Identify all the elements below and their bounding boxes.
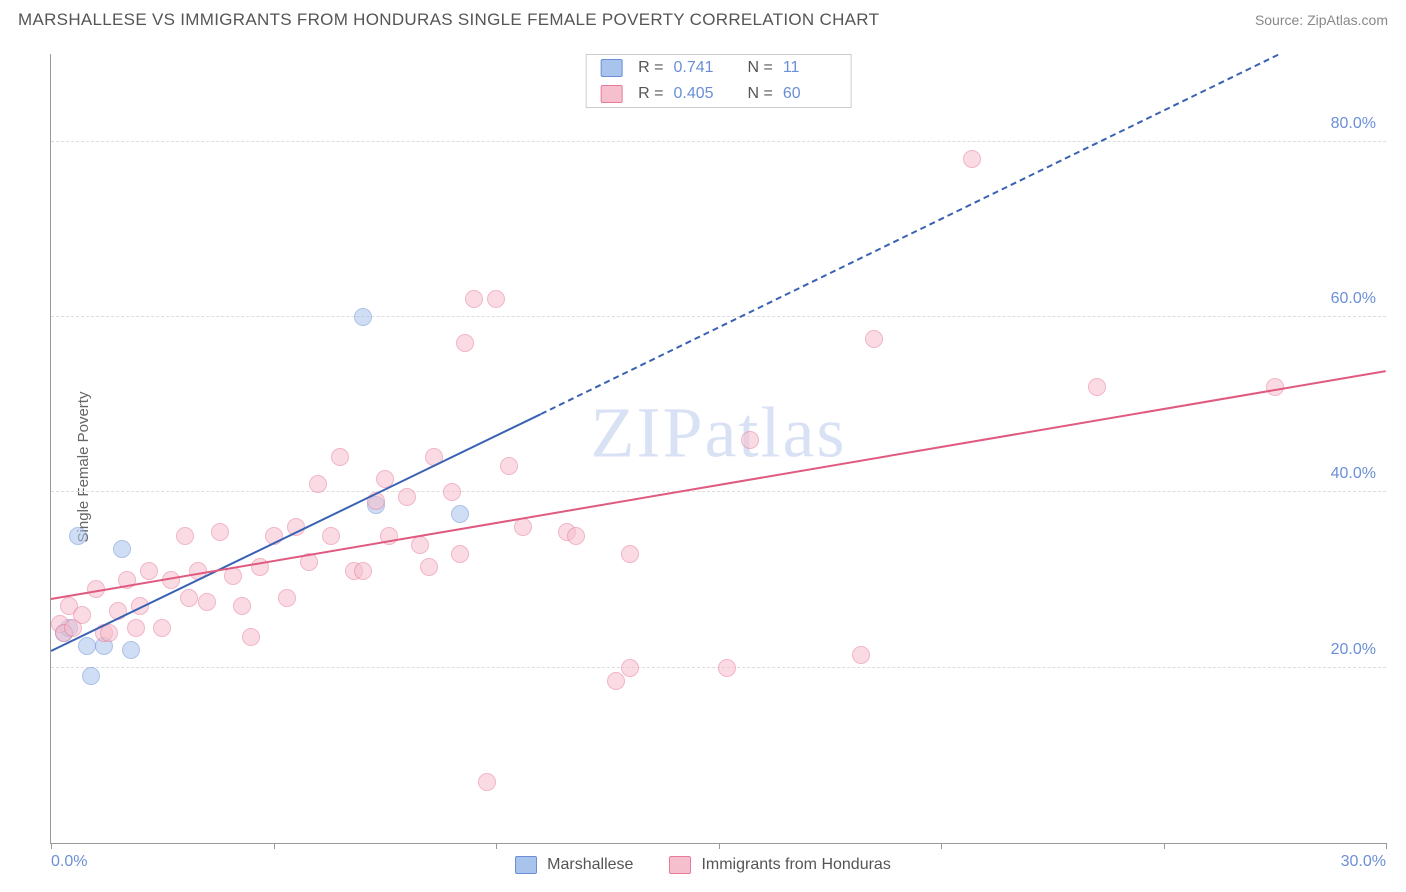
data-point <box>514 518 532 536</box>
n-label: N = <box>748 85 773 103</box>
data-point <box>242 628 260 646</box>
r-value: 0.741 <box>674 59 728 77</box>
gridline <box>51 491 1386 492</box>
data-point <box>113 540 131 558</box>
data-point <box>78 637 96 655</box>
data-point <box>500 457 518 475</box>
data-point <box>331 448 349 466</box>
data-point <box>443 483 461 501</box>
legend-stats-box: R = 0.741 N = 11 R = 0.405 N = 60 <box>585 54 852 108</box>
r-label: R = <box>638 59 663 77</box>
regression-line <box>51 370 1386 600</box>
data-point <box>741 431 759 449</box>
plot-region: R = 0.741 N = 11 R = 0.405 N = 60 ZIPatl… <box>50 54 1386 844</box>
swatch-icon <box>600 59 622 77</box>
data-point <box>718 659 736 677</box>
legend-stats-row: R = 0.405 N = 60 <box>586 81 851 107</box>
data-point <box>852 646 870 664</box>
legend-stats-row: R = 0.741 N = 11 <box>586 55 851 81</box>
x-tick <box>274 843 275 849</box>
n-value: 60 <box>783 85 837 103</box>
data-point <box>451 505 469 523</box>
x-tick <box>941 843 942 849</box>
data-point <box>122 641 140 659</box>
data-point <box>865 330 883 348</box>
data-point <box>487 290 505 308</box>
x-tick <box>719 843 720 849</box>
data-point <box>322 527 340 545</box>
data-point <box>478 773 496 791</box>
data-point <box>1088 378 1106 396</box>
legend-label: Immigrants from Honduras <box>701 856 890 874</box>
data-point <box>420 558 438 576</box>
data-point <box>621 545 639 563</box>
data-point <box>456 334 474 352</box>
legend-item: Immigrants from Honduras <box>669 856 890 874</box>
data-point <box>411 536 429 554</box>
data-point <box>354 308 372 326</box>
y-tick-label: 60.0% <box>1331 290 1376 308</box>
x-tick <box>1164 843 1165 849</box>
data-point <box>211 523 229 541</box>
x-tick <box>51 843 52 849</box>
gridline <box>51 316 1386 317</box>
chart-title: MARSHALLESE VS IMMIGRANTS FROM HONDURAS … <box>18 10 879 30</box>
y-tick-label: 40.0% <box>1331 465 1376 483</box>
data-point <box>69 527 87 545</box>
data-point <box>198 593 216 611</box>
data-point <box>451 545 469 563</box>
data-point <box>309 475 327 493</box>
legend-item: Marshallese <box>515 856 633 874</box>
y-tick-label: 20.0% <box>1331 641 1376 659</box>
n-label: N = <box>748 59 773 77</box>
data-point <box>278 589 296 607</box>
data-point <box>82 667 100 685</box>
data-point <box>127 619 145 637</box>
x-tick <box>496 843 497 849</box>
chart-area: Single Female Poverty R = 0.741 N = 11 R… <box>0 42 1406 892</box>
data-point <box>153 619 171 637</box>
legend-label: Marshallese <box>547 856 633 874</box>
r-value: 0.405 <box>674 85 728 103</box>
data-point <box>180 589 198 607</box>
regression-line <box>51 414 541 652</box>
data-point <box>963 150 981 168</box>
data-point <box>73 606 91 624</box>
swatch-icon <box>600 85 622 103</box>
n-value: 11 <box>783 59 837 77</box>
data-point <box>567 527 585 545</box>
data-point <box>140 562 158 580</box>
source-label: Source: ZipAtlas.com <box>1255 12 1388 28</box>
swatch-icon <box>669 856 691 874</box>
watermark: ZIPatlas <box>591 391 847 474</box>
data-point <box>398 488 416 506</box>
data-point <box>621 659 639 677</box>
gridline <box>51 141 1386 142</box>
r-label: R = <box>638 85 663 103</box>
data-point <box>607 672 625 690</box>
x-tick <box>1386 843 1387 849</box>
regression-line <box>540 54 1278 415</box>
data-point <box>465 290 483 308</box>
swatch-icon <box>515 856 537 874</box>
data-point <box>176 527 194 545</box>
y-tick-label: 80.0% <box>1331 115 1376 133</box>
data-point <box>233 597 251 615</box>
data-point <box>354 562 372 580</box>
legend-series: Marshallese Immigrants from Honduras <box>0 856 1406 874</box>
